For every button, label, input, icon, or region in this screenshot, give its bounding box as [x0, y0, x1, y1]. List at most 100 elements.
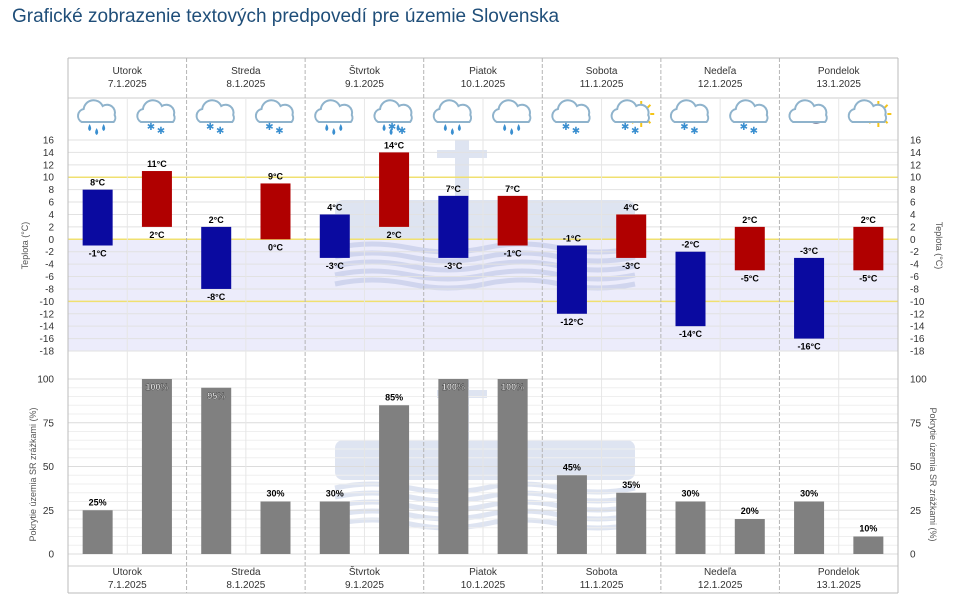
temperature-label-top: -1°C: [563, 234, 582, 244]
snow-sun-icon: ✱ ✱: [610, 99, 655, 137]
cloud-shape: [195, 99, 235, 123]
temperature-label-top: 2°C: [742, 215, 758, 225]
precip-label: 20%: [741, 506, 759, 516]
precip-tick-left: 25: [43, 506, 55, 517]
day-date-bottom: 9.1.2025: [345, 580, 384, 591]
temperature-tick-left: -18: [40, 347, 55, 358]
temperature-axis-label-right: Teplota (°C): [934, 222, 944, 270]
night-temperature-bar: [794, 257, 825, 339]
cloud-shape: [77, 99, 117, 123]
cloud-shape: [610, 99, 650, 123]
cloud-shape: [136, 99, 176, 123]
snowflake: ✱: [572, 126, 580, 137]
precip-label: 30%: [800, 489, 818, 499]
temperature-tick-right: 6: [910, 198, 916, 209]
day-temperature-bar: [616, 214, 647, 258]
day-temperature-bar: [141, 171, 172, 227]
rain-drop: [339, 124, 343, 131]
night-temperature-bar: [82, 189, 113, 246]
temperature-label-top: 7°C: [446, 184, 462, 194]
snow-icon: ✱ ✱: [254, 99, 295, 137]
day-name-top: Sobota: [586, 66, 618, 77]
sleet-icon: ✱ ✱: [373, 99, 413, 137]
temperature-tick-left: -12: [40, 309, 55, 320]
temperature-label-bottom: -14°C: [679, 329, 703, 339]
day-name-top: Piatok: [469, 66, 498, 77]
temperature-tick-left: -16: [40, 334, 55, 345]
sun-ray: [884, 104, 889, 109]
precip-label: 100%: [501, 382, 524, 392]
snowflake: ✱: [750, 126, 758, 137]
precip-bar: [82, 510, 113, 554]
rain-drop: [510, 128, 514, 135]
precip-tick-left: 100: [37, 375, 54, 386]
snowflake: ✱: [621, 122, 629, 133]
precip-bar: [141, 379, 172, 554]
day-date-bottom: 10.1.2025: [461, 580, 506, 591]
temperature-tick-left: 2: [48, 222, 54, 233]
snow-icon: ✱ ✱: [729, 99, 769, 137]
snowflake: ✱: [157, 126, 165, 137]
day-name-bottom: Pondelok: [818, 567, 861, 578]
rain-icon: [77, 99, 117, 135]
temperature-tick-left: -10: [40, 297, 55, 308]
temperature-tick-right: -2: [910, 247, 919, 258]
temperature-tick-left: 16: [43, 136, 55, 147]
precip-label: 10%: [859, 524, 877, 534]
temperature-axis-label-left: Teplota (°C): [20, 222, 30, 270]
snowflake: ✱: [562, 122, 570, 133]
cloud-shape: [254, 99, 295, 123]
rain-drop: [396, 124, 400, 131]
cloud-sun-icon: [847, 99, 892, 127]
day-temperature-bar: [853, 226, 884, 271]
day-date-top: 8.1.2025: [226, 79, 265, 90]
temperature-tick-right: -16: [910, 334, 925, 345]
snow-icon: ✱ ✱: [551, 99, 591, 137]
temperature-label-bottom: 2°C: [149, 230, 165, 240]
temperature-label-bottom: -1°C: [504, 249, 523, 259]
day-date-top: 12.1.2025: [698, 79, 743, 90]
day-temperature-bar: [379, 152, 410, 227]
precip-label: 95%: [207, 391, 225, 401]
precip-axis-label-right: Pokrytie územia SR zrážkami (%): [928, 407, 938, 541]
rain-drop: [457, 124, 461, 131]
page-title: Grafické zobrazenie textových predpovedí…: [12, 6, 560, 27]
rain-drop: [443, 124, 447, 131]
temperature-label-bottom: -3°C: [622, 261, 641, 271]
snow-icon: ✱ ✱: [669, 99, 710, 137]
temperature-tick-right: -8: [910, 284, 919, 295]
precip-bar: [616, 492, 647, 554]
temperature-tick-left: 6: [48, 198, 54, 209]
precip-tick-left: 75: [43, 418, 55, 429]
temperature-tick-left: 14: [43, 148, 55, 159]
precip-label: 25%: [89, 497, 107, 507]
precip-label: 85%: [385, 392, 403, 402]
temperature-label-top: 11°C: [147, 159, 167, 169]
precip-bar: [201, 387, 232, 554]
temperature-label-top: -2°C: [681, 240, 700, 250]
snowflake: ✱: [631, 126, 639, 137]
precip-tick-right: 50: [910, 462, 922, 473]
temperature-tick-right: -12: [910, 309, 925, 320]
day-name-bottom: Piatok: [469, 567, 498, 578]
watermark-letters: [335, 200, 635, 240]
temperature-tick-right: -14: [910, 322, 925, 333]
precip-bar: [675, 501, 706, 554]
temperature-label-top: 8°C: [90, 178, 106, 188]
precip-bar: [438, 379, 469, 554]
temperature-tick-right: -4: [910, 260, 919, 271]
day-date-top: 13.1.2025: [816, 79, 861, 90]
rain-drop: [88, 124, 92, 131]
snowflake: ✱: [740, 122, 748, 133]
precip-bar: [794, 501, 825, 554]
temperature-tick-right: 12: [910, 160, 922, 171]
day-name-bottom: Streda: [231, 567, 261, 578]
day-date-bottom: 11.1.2025: [580, 580, 624, 591]
temperature-label-bottom: -3°C: [444, 261, 463, 271]
cloud-shape: [729, 99, 769, 123]
day-name-bottom: Štvrtok: [349, 565, 381, 578]
temperature-label-bottom: -16°C: [798, 342, 822, 352]
day-name-top: Streda: [231, 66, 261, 77]
day-name-top: Štvrtok: [349, 64, 381, 77]
